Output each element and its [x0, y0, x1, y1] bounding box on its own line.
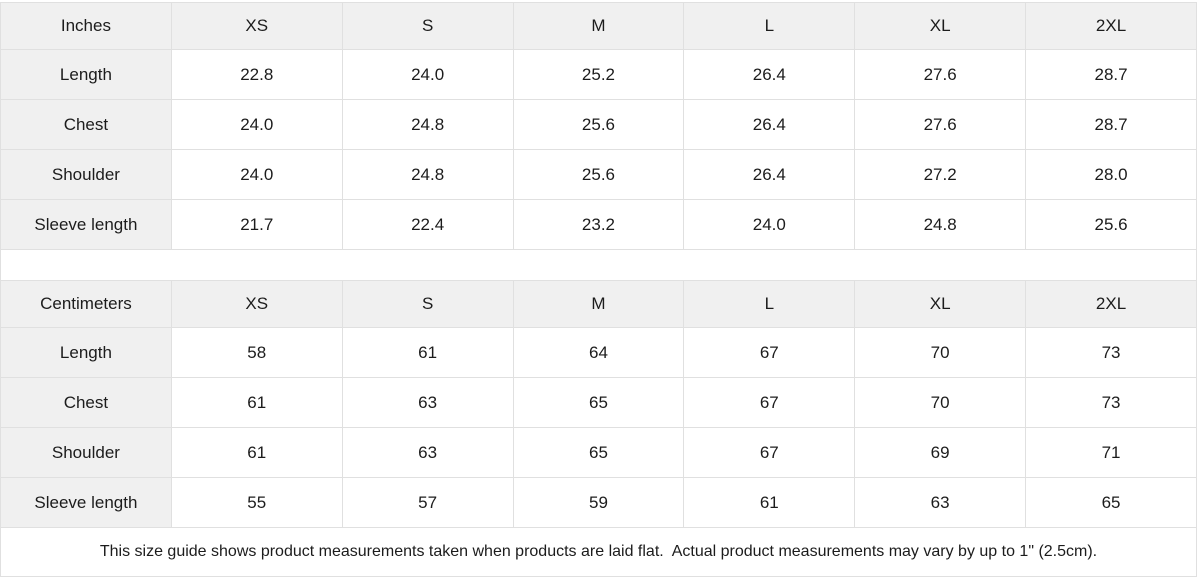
measurement-value-cell: 24.0 [683, 199, 856, 250]
measurement-value-cell: 70 [854, 327, 1027, 378]
measurement-value-cell: 23.2 [512, 199, 685, 250]
measurement-value-cell: 67 [683, 427, 856, 478]
measurement-value-cell: 70 [854, 377, 1027, 428]
measurement-value-cell: 22.4 [341, 199, 514, 250]
row-label-cell: Chest [0, 377, 172, 428]
measurement-value-cell: 24.0 [170, 99, 343, 150]
table-row: Shoulder 61 63 65 67 69 71 [0, 427, 1197, 478]
row-label-cell: Chest [0, 99, 172, 150]
measurement-value-cell: 69 [854, 427, 1027, 478]
measurement-value-cell: 27.6 [854, 99, 1027, 150]
measurement-value-cell: 24.8 [854, 199, 1027, 250]
measurement-value-cell: 24.8 [341, 99, 514, 150]
table-row: Length 22.8 24.0 25.2 26.4 27.6 28.7 [0, 49, 1197, 100]
size-header-cell-s: S [341, 280, 514, 328]
header-row: Inches XS S M L XL 2XL [0, 2, 1197, 50]
size-table-centimeters: Centimeters XS S M L XL 2XL Length 58 61 64 67 70 73 C… [0, 280, 1197, 528]
measurement-value-cell: 58 [170, 327, 343, 378]
measurement-value-cell: 61 [170, 427, 343, 478]
table-row: Sleeve length 55 57 59 61 63 65 [0, 477, 1197, 528]
size-header-cell-l: L [683, 2, 856, 50]
size-header-cell-2xl: 2XL [1025, 280, 1197, 328]
row-label-cell: Sleeve length [0, 199, 172, 250]
row-label-cell: Shoulder [0, 149, 172, 200]
size-header-cell-m: M [512, 2, 685, 50]
measurement-value-cell: 67 [683, 377, 856, 428]
unit-header-cell: Centimeters [0, 280, 172, 328]
header-row: Centimeters XS S M L XL 2XL [0, 280, 1197, 328]
measurement-value-cell: 65 [1025, 477, 1197, 528]
measurement-value-cell: 63 [341, 377, 514, 428]
table-row: Sleeve length 21.7 22.4 23.2 24.0 24.8 25.6 [0, 199, 1197, 250]
measurement-value-cell: 25.6 [512, 99, 685, 150]
size-header-cell-s: S [341, 2, 514, 50]
measurement-value-cell: 21.7 [170, 199, 343, 250]
measurement-value-cell: 73 [1025, 377, 1197, 428]
measurement-value-cell: 61 [683, 477, 856, 528]
measurement-value-cell: 24.8 [341, 149, 514, 200]
measurement-value-cell: 71 [1025, 427, 1197, 478]
measurement-value-cell: 55 [170, 477, 343, 528]
measurement-value-cell: 26.4 [683, 99, 856, 150]
measurement-value-cell: 26.4 [683, 49, 856, 100]
measurement-value-cell: 28.7 [1025, 49, 1197, 100]
size-header-cell-xl: XL [854, 280, 1027, 328]
size-header-cell-m: M [512, 280, 685, 328]
measurement-value-cell: 22.8 [170, 49, 343, 100]
table-row: Chest 24.0 24.8 25.6 26.4 27.6 28.7 [0, 99, 1197, 150]
measurement-value-cell: 25.6 [1025, 199, 1197, 250]
row-label-cell: Shoulder [0, 427, 172, 478]
size-header-cell-xs: XS [170, 2, 343, 50]
measurement-value-cell: 59 [512, 477, 685, 528]
size-header-cell-xs: XS [170, 280, 343, 328]
row-label-cell: Sleeve length [0, 477, 172, 528]
measurement-value-cell: 57 [341, 477, 514, 528]
table-row: Chest 61 63 65 67 70 73 [0, 377, 1197, 428]
row-label-cell: Length [0, 327, 172, 378]
measurement-value-cell: 26.4 [683, 149, 856, 200]
measurement-value-cell: 61 [341, 327, 514, 378]
measurement-value-cell: 73 [1025, 327, 1197, 378]
measurement-value-cell: 28.7 [1025, 99, 1197, 150]
size-table-inches: Inches XS S M L XL 2XL Length 22.8 24.0 25.2 26.4 27… [0, 2, 1197, 250]
measurement-value-cell: 63 [341, 427, 514, 478]
table-spacer [0, 250, 1197, 280]
table-row: Length 58 61 64 67 70 73 [0, 327, 1197, 378]
measurement-value-cell: 64 [512, 327, 685, 378]
measurement-value-cell: 65 [512, 427, 685, 478]
measurement-value-cell: 67 [683, 327, 856, 378]
size-header-cell-2xl: 2XL [1025, 2, 1197, 50]
size-header-cell-xl: XL [854, 2, 1027, 50]
unit-header-cell: Inches [0, 2, 172, 50]
table-row: Shoulder 24.0 24.8 25.6 26.4 27.2 28.0 [0, 149, 1197, 200]
measurement-value-cell: 27.2 [854, 149, 1027, 200]
measurement-value-cell: 25.2 [512, 49, 685, 100]
size-guide-note: This size guide shows product measuremen… [0, 528, 1197, 577]
measurement-value-cell: 28.0 [1025, 149, 1197, 200]
size-header-cell-l: L [683, 280, 856, 328]
measurement-value-cell: 24.0 [170, 149, 343, 200]
measurement-value-cell: 65 [512, 377, 685, 428]
row-label-cell: Length [0, 49, 172, 100]
measurement-value-cell: 27.6 [854, 49, 1027, 100]
measurement-value-cell: 63 [854, 477, 1027, 528]
measurement-value-cell: 24.0 [341, 49, 514, 100]
measurement-value-cell: 25.6 [512, 149, 685, 200]
measurement-value-cell: 61 [170, 377, 343, 428]
